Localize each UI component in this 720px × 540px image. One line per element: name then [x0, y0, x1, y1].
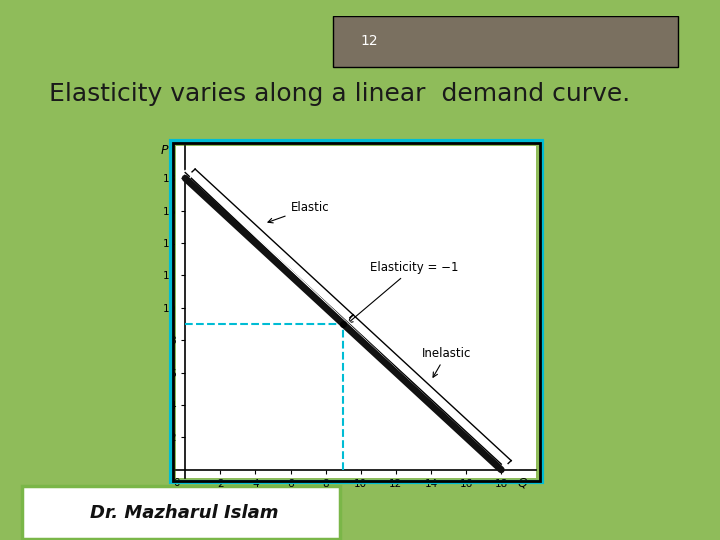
FancyBboxPatch shape	[333, 16, 678, 67]
Text: Elastic: Elastic	[268, 201, 329, 223]
FancyBboxPatch shape	[22, 486, 340, 539]
Text: P: P	[161, 144, 168, 157]
Text: 12: 12	[360, 33, 377, 48]
Text: 0: 0	[173, 478, 180, 488]
Text: Q: Q	[518, 476, 527, 489]
Text: Dr. Mazharul Islam: Dr. Mazharul Islam	[90, 504, 279, 522]
Text: Elasticity = −1: Elasticity = −1	[348, 261, 458, 323]
Text: Inelastic: Inelastic	[422, 347, 472, 377]
Text: Elasticity varies along a linear  demand curve.: Elasticity varies along a linear demand …	[49, 82, 630, 106]
